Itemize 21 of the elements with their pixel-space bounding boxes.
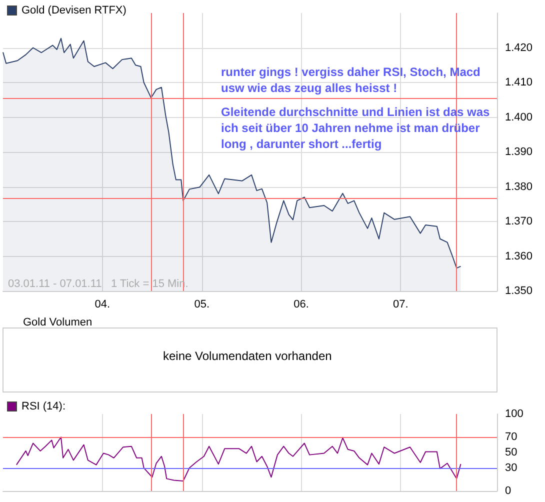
y-tick-label: 1.370 <box>505 216 533 228</box>
x-tick-label: 05. <box>194 298 210 310</box>
y-tick-label: 1.390 <box>505 146 533 158</box>
text: Gold Volumen <box>23 316 92 328</box>
y-tick-label: 0 <box>505 485 512 497</box>
x-tick-label: 04. <box>94 298 110 310</box>
y-tick-label: 1.360 <box>505 250 533 262</box>
y-tick-label: 1.410 <box>505 76 533 88</box>
legend-label: RSI (14): <box>22 400 66 412</box>
y-tick-label: 1.350 <box>505 285 533 297</box>
text: keine Volumendaten vorhanden <box>163 349 332 363</box>
y-tick-label: 70 <box>505 431 518 444</box>
x-tick-label: 06. <box>294 298 309 310</box>
y-tick-label: 50 <box>505 446 518 458</box>
y-tick-label: 1.400 <box>505 111 533 124</box>
legend-label: Gold (Devisen RTFX) <box>22 4 126 16</box>
y-tick-label: 1.420 <box>505 42 533 54</box>
y-tick-label: 1.380 <box>505 180 533 193</box>
y-tick-label: 100 <box>505 408 524 420</box>
y-tick-label: 30 <box>505 462 518 474</box>
x-tick-label: 07. <box>393 298 408 310</box>
